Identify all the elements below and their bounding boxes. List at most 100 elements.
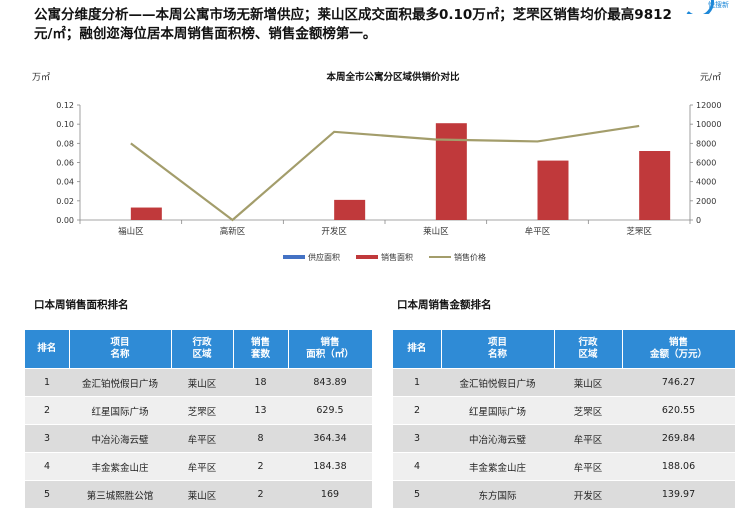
- table-cell: 莱山区: [171, 368, 233, 397]
- x-tick-label: 开发区: [321, 226, 347, 237]
- table-row: 5 东方国际 开发区 139.97: [393, 480, 735, 508]
- right-axis-unit: 元/㎡: [700, 72, 721, 83]
- legend-label: 销售价格: [454, 252, 486, 262]
- bar-销售面积: [639, 151, 671, 220]
- right-tick-label: 8000: [696, 139, 716, 148]
- table-cell: 5: [393, 480, 441, 508]
- table-cell: 莱山区: [171, 480, 233, 508]
- table-cell: 莱山区: [554, 368, 622, 397]
- table-row: 4 丰金紫金山庄 牟平区 2 184.38: [25, 452, 372, 481]
- right-tick-label: 12000: [696, 101, 721, 110]
- table-cell: 746.27: [622, 368, 735, 397]
- left-tick-label: 0.10: [56, 120, 74, 129]
- table-row: 3 中冶沁海云璧 牟平区 269.84: [393, 424, 735, 453]
- column-header: 项目 名称: [69, 330, 172, 369]
- table-row: 4 丰金紫金山庄 牟平区 188.06: [393, 452, 735, 481]
- x-tick-label: 莱山区: [423, 226, 449, 237]
- column-header: 排名: [393, 330, 442, 369]
- table-cell: 5: [25, 480, 69, 508]
- sales-area-ranking-table: 排名 项目 名称 行政 区域 销售 套数 销售 面积（㎡） 1 金汇铂悦假日广场 莱山区 18…: [25, 330, 373, 508]
- right-tick-label: 0: [696, 216, 701, 225]
- bar-销售面积: [435, 123, 467, 220]
- table-cell: 1: [393, 368, 441, 397]
- supply-sales-price-chart: 本周全市公寓分区域供销价对比 万㎡ 元/㎡ 0.00 0.02 0.04 0.06 0.08 0…: [32, 71, 721, 262]
- table-cell: 620.55: [622, 396, 735, 425]
- legend-swatch: [356, 255, 378, 259]
- table-cell: 364.34: [288, 424, 372, 453]
- table-cell: 4: [393, 452, 441, 481]
- table-cell: 红星国际广场: [69, 396, 171, 425]
- table-cell: 中冶沁海云璧: [441, 424, 554, 453]
- chart-title: 本周全市公寓分区域供销价对比: [326, 71, 460, 83]
- right-tick-label: 6000: [696, 159, 716, 168]
- x-tick-label: 高新区: [220, 226, 246, 237]
- company-logo: 悦搜新: [680, 0, 740, 14]
- table-cell: 2: [393, 396, 441, 425]
- table-cell: 第三城熙胜公馆: [69, 480, 171, 508]
- table-cell: 牟平区: [171, 424, 233, 453]
- table-cell: 843.89: [288, 368, 372, 397]
- table-cell: 中冶沁海云璧: [69, 424, 171, 453]
- table-cell: 丰金紫金山庄: [69, 452, 171, 481]
- table-cell: 184.38: [288, 452, 372, 481]
- table-cell: 东方国际: [441, 480, 554, 508]
- table-row: 2 红星国际广场 芝罘区 620.55: [393, 396, 735, 425]
- sales-amount-ranking-title: 口本周销售金额排名: [397, 299, 492, 311]
- bar-销售面积: [537, 160, 569, 220]
- headline: 公寓分维度分析——本周公寓市场无新增供应；莱山区成交面积最多0.10万㎡；芝罘区…: [34, 7, 672, 42]
- table-cell: 629.5: [288, 396, 372, 425]
- legend-label: 供应面积: [308, 252, 340, 262]
- bar-销售面积: [334, 199, 366, 220]
- table-cell: 3: [393, 424, 441, 453]
- swoosh-logo-icon: [682, 0, 714, 14]
- table-cell: 开发区: [554, 480, 622, 508]
- table-cell: 牟平区: [554, 424, 622, 453]
- table-cell: 169: [288, 480, 372, 508]
- table-cell: 金汇铂悦假日广场: [441, 368, 554, 397]
- column-header: 销售 金额（万元）: [622, 330, 736, 369]
- x-tick-label: 牟平区: [525, 226, 551, 237]
- left-tick-label: 0.00: [56, 216, 74, 225]
- left-axis-unit: 万㎡: [32, 72, 50, 83]
- sales-area-ranking-title: 口本周销售面积排名: [34, 299, 129, 311]
- table-cell: 3: [25, 424, 69, 453]
- table-cell: 芝罘区: [554, 396, 622, 425]
- table-cell: 13: [233, 396, 288, 425]
- logo-text: 悦搜新: [708, 1, 729, 9]
- left-tick-label: 0.04: [56, 178, 74, 187]
- left-tick-label: 0.12: [56, 101, 74, 110]
- column-header: 行政 区域: [554, 330, 623, 369]
- left-tick-label: 0.06: [56, 159, 74, 168]
- table-row: 5 第三城熙胜公馆 莱山区 2 169: [25, 480, 372, 508]
- table-cell: 丰金紫金山庄: [441, 452, 554, 481]
- table-cell: 2: [233, 452, 288, 481]
- table-cell: 2: [233, 480, 288, 508]
- legend-swatch: [283, 255, 305, 259]
- table-cell: 8: [233, 424, 288, 453]
- right-tick-label: 4000: [696, 178, 716, 187]
- table-row: 1 金汇铂悦假日广场 莱山区 746.27: [393, 368, 735, 397]
- bar-销售面积: [130, 207, 162, 220]
- x-tick-label: 福山区: [118, 226, 144, 237]
- table-cell: 4: [25, 452, 69, 481]
- table-cell: 芝罘区: [171, 396, 233, 425]
- table-cell: 牟平区: [171, 452, 233, 481]
- table-cell: 金汇铂悦假日广场: [69, 368, 171, 397]
- table-row: 2 红星国际广场 芝罘区 13 629.5: [25, 396, 372, 425]
- table-cell: 1: [25, 368, 69, 397]
- line-销售价格: [130, 124, 640, 222]
- legend-label: 销售面积: [381, 252, 413, 262]
- left-tick-label: 0.02: [56, 197, 74, 206]
- column-header: 项目 名称: [441, 330, 555, 369]
- sales-amount-ranking-table: 排名 项目 名称 行政 区域 销售 金额（万元） 1 金汇铂悦假日广场 莱山区 746.27…: [393, 330, 736, 508]
- column-header: 销售 套数: [233, 330, 289, 369]
- table-row: 3 中冶沁海云璧 牟平区 8 364.34: [25, 424, 372, 453]
- table-row: 1 金汇铂悦假日广场 莱山区 18 843.89: [25, 368, 372, 397]
- table-cell: 188.06: [622, 452, 735, 481]
- column-header: 排名: [25, 330, 70, 369]
- x-tick-label: 芝罘区: [626, 226, 652, 237]
- table-cell: 139.97: [622, 480, 735, 508]
- column-header: 销售 面积（㎡）: [288, 330, 373, 369]
- table-cell: 18: [233, 368, 288, 397]
- column-header: 行政 区域: [171, 330, 234, 369]
